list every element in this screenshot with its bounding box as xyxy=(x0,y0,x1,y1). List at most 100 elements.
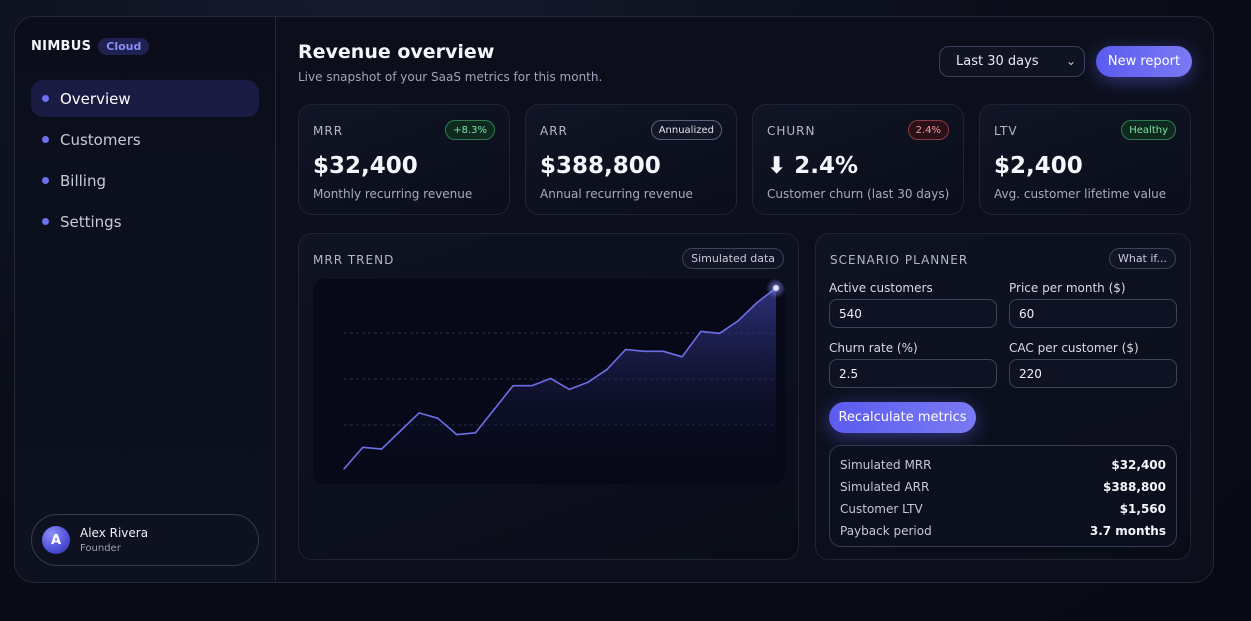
kpi-caption: Avg. customer lifetime value xyxy=(994,187,1167,201)
new-report-button[interactable]: New report xyxy=(1096,46,1192,77)
active-customers-input[interactable]: 540 xyxy=(829,299,997,328)
result-label: Simulated ARR xyxy=(840,480,930,494)
kpi-card-ltv: LTV Healthy $2,400 Avg. customer lifetim… xyxy=(979,104,1191,215)
panel-title: MRR TREND xyxy=(313,253,395,267)
result-value: 3.7 months xyxy=(1089,524,1166,538)
sidebar-item-label: Billing xyxy=(60,171,106,190)
kpi-caption: Monthly recurring revenue xyxy=(313,187,473,201)
mrr-point-11 xyxy=(531,384,533,387)
cac-label: CAC per customer ($) xyxy=(1009,341,1139,355)
user-role: Founder xyxy=(80,542,121,554)
kpi-value: $32,400 xyxy=(313,153,418,179)
sidebar-item-customers[interactable]: Customers xyxy=(31,121,259,158)
result-row-arr: Simulated ARR $388,800 xyxy=(840,476,1166,498)
kpi-badge: +8.3% xyxy=(445,120,495,140)
mrr-point-6 xyxy=(437,417,439,420)
sidebar-nav: Overview Customers Billing Settings xyxy=(31,80,259,244)
sidebar: NIMBUS Cloud Overview Customers Billing … xyxy=(15,17,276,582)
result-row-mrr: Simulated MRR $32,400 xyxy=(840,454,1166,476)
bullet-icon xyxy=(42,95,49,102)
mrr-trend-line xyxy=(343,287,777,470)
sidebar-item-label: Customers xyxy=(60,130,141,149)
mrr-point-16 xyxy=(624,348,627,351)
result-value: $388,800 xyxy=(1102,480,1166,494)
mrr-point-4 xyxy=(399,430,402,432)
bullet-icon xyxy=(42,177,49,184)
kpi-label: LTV xyxy=(994,124,1018,138)
brand-tag: Cloud xyxy=(98,38,150,55)
mrr-area-fill xyxy=(344,288,776,469)
avatar: A xyxy=(42,526,70,554)
churn-rate-label: Churn rate (%) xyxy=(829,341,918,355)
recalculate-metrics-button[interactable]: Recalculate metrics xyxy=(829,402,976,433)
price-per-month-input[interactable]: 60 xyxy=(1009,299,1177,328)
price-per-month-label: Price per month ($) xyxy=(1009,281,1126,295)
cac-input[interactable]: 220 xyxy=(1009,359,1177,388)
user-profile-card[interactable]: A Alex Rivera Founder xyxy=(31,514,259,566)
mrr-point-2 xyxy=(361,446,364,449)
kpi-badge: Annualized xyxy=(650,120,722,140)
kpi-card-mrr: MRR +8.3% $32,400 Monthly recurring reve… xyxy=(298,104,510,215)
page-title: Revenue overview xyxy=(298,41,495,63)
mrr-point-14 xyxy=(587,381,589,383)
result-row-ltv: Customer LTV $1,560 xyxy=(840,498,1166,520)
kpi-value: $388,800 xyxy=(540,153,661,179)
mrr-point-15 xyxy=(606,368,608,371)
mrr-point-8 xyxy=(474,432,477,434)
result-label: Customer LTV xyxy=(840,502,923,516)
app-window: NIMBUS Cloud Overview Customers Billing … xyxy=(14,16,1214,583)
date-range-select[interactable]: Last 30 days ⌄ xyxy=(939,46,1085,77)
mrr-point-19 xyxy=(681,355,683,358)
mrr-point-17 xyxy=(643,350,646,353)
kpi-card-churn: CHURN 2.4% ⬇ 2.4% Customer churn (last 3… xyxy=(752,104,964,215)
kpi-value: ⬇ 2.4% xyxy=(767,153,859,179)
date-range-value: Last 30 days xyxy=(956,54,1039,69)
scenario-planner-panel: SCENARIO PLANNER What if... Active custo… xyxy=(815,233,1191,560)
sidebar-item-label: Settings xyxy=(60,212,122,231)
mrr-point-20 xyxy=(700,330,702,333)
kpi-value: $2,400 xyxy=(994,153,1083,179)
panel-title: SCENARIO PLANNER xyxy=(830,253,969,267)
churn-rate-input[interactable]: 2.5 xyxy=(829,359,997,388)
sidebar-item-billing[interactable]: Billing xyxy=(31,162,259,199)
result-value: $1,560 xyxy=(1119,502,1166,516)
mrr-point-21 xyxy=(718,332,721,335)
page-subtitle: Live snapshot of your SaaS metrics for t… xyxy=(298,70,603,84)
kpi-label: ARR xyxy=(540,124,568,138)
mrr-point-12 xyxy=(549,377,552,380)
result-label: Simulated MRR xyxy=(840,458,932,472)
result-value: $32,400 xyxy=(1111,458,1166,472)
simulated-data-chip: Simulated data xyxy=(682,248,784,269)
kpi-badge: Healthy xyxy=(1121,120,1176,140)
mrr-point-5 xyxy=(418,412,420,414)
kpi-label: MRR xyxy=(313,124,344,138)
sidebar-item-settings[interactable]: Settings xyxy=(31,203,259,240)
mrr-point-7 xyxy=(455,433,458,436)
mrr-trend-chart xyxy=(313,279,785,484)
kpi-caption: Annual recurring revenue xyxy=(540,187,693,201)
sidebar-item-label: Overview xyxy=(60,89,131,108)
active-customers-label: Active customers xyxy=(829,281,933,295)
result-row-payback: Payback period 3.7 months xyxy=(840,520,1166,542)
bullet-icon xyxy=(42,218,49,225)
result-label: Payback period xyxy=(840,524,932,538)
kpi-caption: Customer churn (last 30 days) xyxy=(767,187,950,201)
mrr-point-9 xyxy=(493,408,496,411)
bullet-icon xyxy=(42,136,49,143)
mrr-trend-panel: MRR TREND Simulated data xyxy=(298,233,799,560)
kpi-label: CHURN xyxy=(767,124,816,138)
what-if-button[interactable]: What if... xyxy=(1108,248,1176,269)
brand-name: NIMBUS xyxy=(31,39,92,54)
mrr-point-1 xyxy=(343,468,345,470)
sidebar-item-overview[interactable]: Overview xyxy=(31,80,259,117)
mrr-point-23 xyxy=(756,301,759,304)
kpi-badge: 2.4% xyxy=(907,120,949,140)
mrr-point-13 xyxy=(568,388,571,391)
mrr-point-18 xyxy=(662,350,665,353)
kpi-card-arr: ARR Annualized $388,800 Annual recurring… xyxy=(525,104,737,215)
brand: NIMBUS Cloud xyxy=(31,38,150,55)
chevron-down-icon: ⌄ xyxy=(1065,54,1076,68)
main-content: Revenue overview Live snapshot of your S… xyxy=(277,17,1213,582)
mrr-point-22 xyxy=(737,319,740,322)
simulation-results: Simulated MRR $32,400 Simulated ARR $388… xyxy=(829,445,1177,547)
